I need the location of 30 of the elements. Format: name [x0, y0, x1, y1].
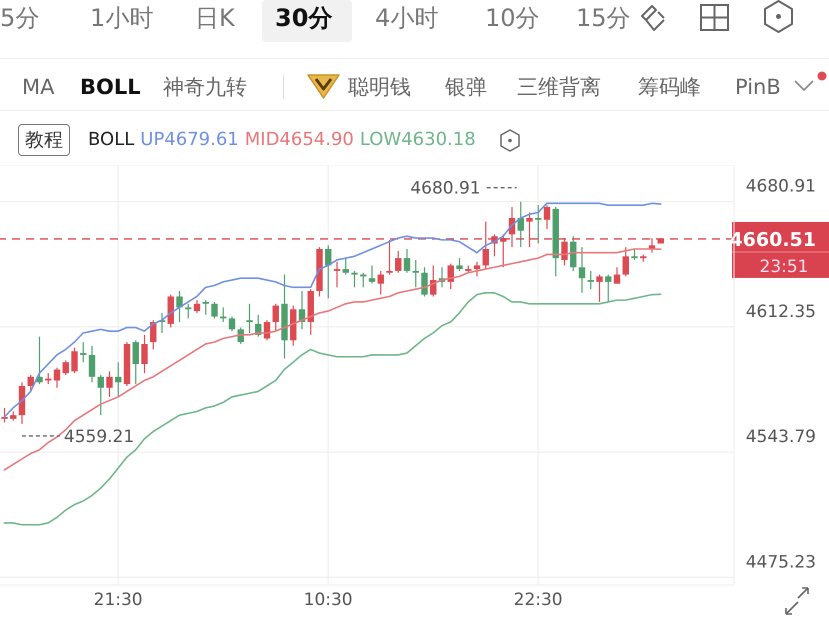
- text: MID4654.90: [244, 129, 354, 150]
- text: UP4679.61: [140, 129, 239, 150]
- y-tick-label: 4612.35: [746, 302, 816, 322]
- text: PinB: [735, 74, 781, 101]
- text: 10分: [485, 3, 540, 34]
- text: 筹码峰: [638, 74, 701, 101]
- text: 15分: [576, 3, 631, 34]
- x-tick-label: 21:30: [94, 590, 143, 610]
- text: 日K: [195, 3, 235, 34]
- text: 聪明钱: [348, 74, 411, 101]
- text: 5分: [0, 3, 40, 34]
- text: BOLL: [80, 74, 141, 101]
- y-tick-label: 4475.23: [746, 552, 816, 572]
- y-tick-label: 4680.91: [746, 176, 816, 197]
- text: LOW4630.18: [360, 129, 476, 150]
- text: MA: [22, 74, 54, 101]
- annotation: 4559.21: [64, 426, 134, 447]
- text: 三维背离: [517, 74, 601, 101]
- text: 4小时: [375, 3, 438, 34]
- text: 23:51: [760, 256, 808, 277]
- text: 神奇九转: [163, 74, 247, 101]
- x-tick-label: 22:30: [514, 590, 563, 610]
- text: 银弹: [445, 74, 487, 101]
- text: 教程: [18, 124, 70, 156]
- legend-title: BOLL: [88, 129, 134, 150]
- annotation: 4680.91: [410, 178, 481, 199]
- x-tick-label: 10:30: [304, 590, 353, 610]
- text: 1小时: [90, 3, 154, 34]
- y-tick-label: 4543.79: [746, 427, 816, 448]
- text: 30分: [275, 3, 332, 34]
